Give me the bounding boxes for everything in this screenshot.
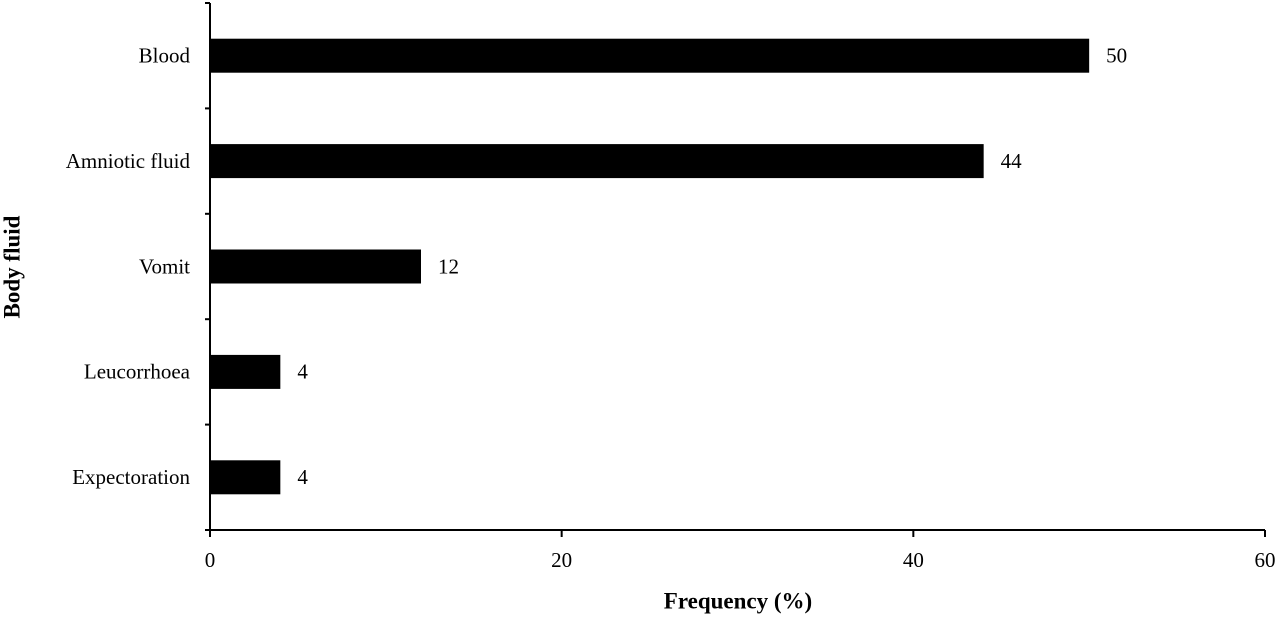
x-tick-label: 60	[1255, 548, 1276, 572]
bar	[210, 144, 984, 179]
y-tick-label: Vomit	[139, 254, 190, 278]
y-axis-title: Body fluid	[0, 215, 24, 318]
bar	[210, 460, 281, 495]
x-tick-label: 0	[205, 548, 216, 572]
bar	[210, 38, 1090, 73]
data-label: 4	[297, 465, 308, 489]
data-label: 12	[438, 254, 459, 278]
y-tick-label: Blood	[139, 44, 191, 68]
data-label: 50	[1106, 44, 1127, 68]
x-tick-label: 20	[551, 548, 572, 572]
data-label: 4	[297, 360, 308, 384]
y-tick-label: Amniotic fluid	[66, 149, 191, 173]
bar	[210, 249, 421, 284]
x-tick-label: 40	[903, 548, 924, 572]
y-tick-label: Leucorrhoea	[84, 360, 191, 384]
bar	[210, 354, 281, 389]
data-label: 44	[1001, 149, 1023, 173]
y-tick-label: Expectoration	[72, 465, 190, 489]
x-axis-title: Frequency (%)	[664, 588, 812, 613]
